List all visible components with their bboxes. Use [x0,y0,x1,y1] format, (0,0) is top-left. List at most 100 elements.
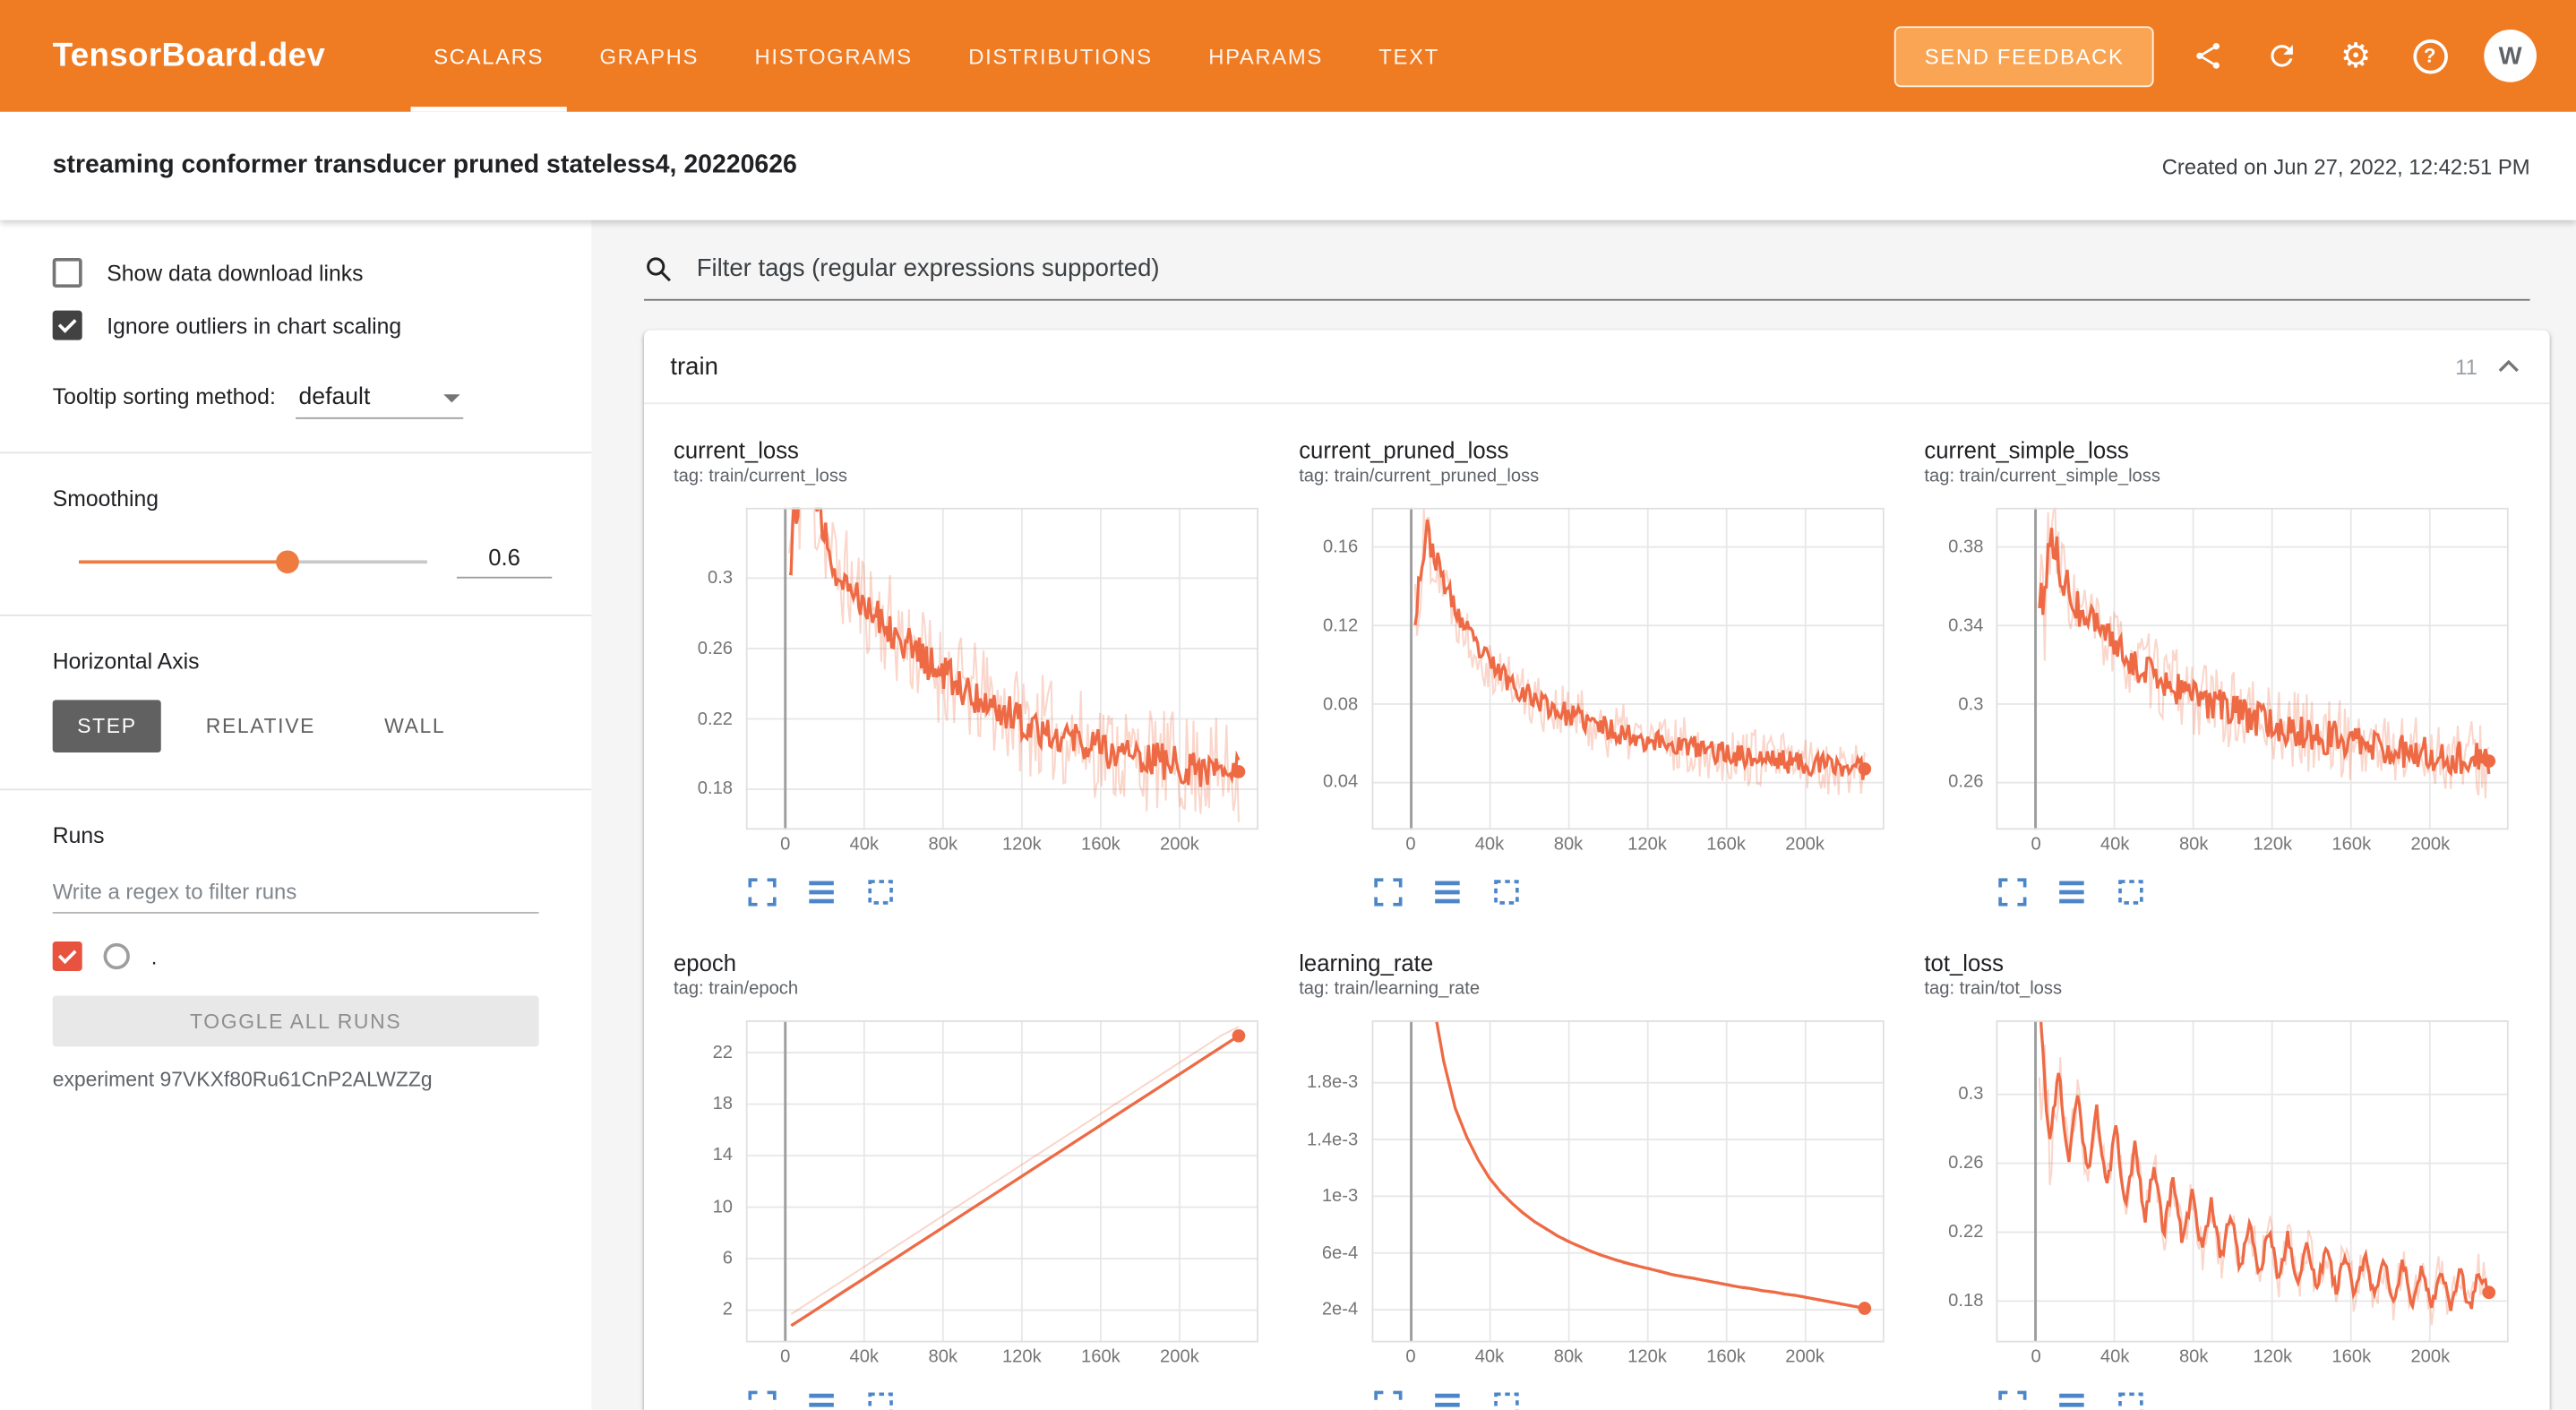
axis-option-wall[interactable]: WALL [384,714,446,738]
smoothing-slider[interactable] [79,549,427,573]
y-tick-label: 0.18 [697,779,734,800]
nav-tab-graphs[interactable]: GRAPHS [599,43,700,69]
axis-option-relative[interactable]: RELATIVE [205,714,316,738]
tooltip-sorting-select[interactable]: default [295,384,463,419]
y-tick-label: 22 [712,1042,734,1062]
view-data-icon[interactable] [805,1389,840,1410]
search-icon [644,254,674,283]
tag-filter [643,253,2530,301]
y-tick-label: 0.08 [1322,693,1359,714]
runs-label: Runs [52,822,105,848]
fullscreen-icon[interactable] [1371,1389,1406,1410]
app-logo[interactable]: TensorBoard.dev [52,37,326,73]
chart-tag: tag: train/current_simple_loss [1924,466,2160,486]
y-tick-label: 0.34 [1948,615,1984,636]
view-data-icon[interactable] [1430,1389,1465,1410]
nav-tab-histograms[interactable]: HISTOGRAMS [754,43,913,69]
fullscreen-icon[interactable] [746,876,781,911]
y-tick-label: 0.16 [1322,537,1359,557]
view-data-icon[interactable] [1430,876,1465,911]
chart-plot[interactable] [1370,1020,1885,1343]
chart-plot[interactable] [1996,507,2510,830]
help-icon[interactable] [2410,36,2450,75]
x-tick-label: 200k [1785,834,1825,855]
nav-tab-scalars[interactable]: SCALARS [410,0,567,112]
divider [0,614,592,616]
chart-title: tot_loss [1924,950,2004,976]
avatar[interactable]: W [2484,30,2537,82]
fit-domain-icon[interactable] [1490,1389,1524,1410]
tag-filter-input[interactable] [693,253,2530,285]
slider-knob[interactable] [276,549,300,573]
share-icon[interactable] [2188,36,2228,75]
x-tick-label: 80k [2178,834,2209,855]
send-feedback-button[interactable]: SEND FEEDBACK [1894,25,2154,87]
x-tick-label: 160k [1706,1347,1746,1368]
fullscreen-icon[interactable] [746,1389,781,1410]
fullscreen-icon[interactable] [1996,876,2031,911]
y-tick-label: 0.04 [1322,772,1359,793]
fit-domain-icon[interactable] [2115,876,2150,911]
x-tick-label: 40k [849,834,880,855]
refresh-icon[interactable] [2263,36,2302,75]
nav-tab-distributions[interactable]: DISTRIBUTIONS [968,43,1153,69]
x-tick-label: 160k [1706,834,1746,855]
chart-title: current_simple_loss [1924,436,2129,464]
y-axis-labels: 0.26 0.3 0.34 0.38 [1924,508,1996,830]
ignore-outliers-row[interactable]: Ignore outliers in chart scaling [0,299,591,352]
run-row[interactable]: . [0,914,591,972]
y-tick-label: 0.18 [1948,1291,1984,1311]
x-tick-label: 200k [1785,1347,1825,1368]
fit-domain-icon[interactable] [1490,876,1524,911]
runs-filter-input[interactable] [52,871,539,914]
y-tick-label: 1.4e-3 [1307,1130,1359,1150]
collapse-icon[interactable] [2494,352,2523,382]
fullscreen-icon[interactable] [1996,1389,2031,1410]
y-tick-label: 14 [712,1145,734,1166]
fit-domain-icon[interactable] [864,876,899,911]
gear-glyph: ⚙ [2340,37,2372,75]
x-tick-label: 80k [2178,1347,2209,1368]
y-tick-label: 0.3 [707,568,734,589]
chart-plot[interactable] [745,507,1258,830]
y-tick-label: 1.8e-3 [1307,1072,1359,1093]
chart-toolbar [1996,1389,2537,1410]
view-data-icon[interactable] [805,876,840,911]
nav-tab-text[interactable]: TEXT [1378,43,1439,69]
chart-plot[interactable] [1996,1020,2510,1343]
x-tick-label: 160k [2331,834,2372,855]
view-data-icon[interactable] [2056,1389,2091,1410]
fit-domain-icon[interactable] [2115,1389,2150,1410]
settings-icon[interactable]: ⚙ [2336,36,2375,75]
axis-option-step[interactable]: STEP [52,700,162,753]
chart-plot-box [1996,1020,2510,1343]
chart-plot-box [745,1020,1258,1343]
y-tick-label: 10 [712,1197,734,1217]
x-tick-label: 160k [1081,834,1121,855]
y-tick-label: 0.3 [1958,693,1984,714]
chart-toolbar [746,876,1286,911]
x-tick-label: 0 [1405,834,1416,855]
chart-title: learning_rate [1299,950,1434,976]
show-download-links-checkbox[interactable] [52,257,82,288]
fullscreen-icon[interactable] [1371,876,1406,911]
y-tick-label: 0.3 [1958,1084,1984,1105]
run-checkbox[interactable] [52,941,82,972]
chart-plot[interactable] [1370,507,1885,830]
ignore-outliers-checkbox[interactable] [52,310,82,340]
fit-domain-icon[interactable] [864,1389,899,1410]
sidebar: Show data download links Ignore outliers… [0,219,592,1410]
y-axis-labels: 0.04 0.08 0.12 0.16 [1299,508,1371,830]
train-card-header[interactable]: train 11 [643,331,2550,405]
smoothing-value[interactable]: 0.6 [456,544,553,579]
y-axis-labels: 2 6 10 14 18 22 [674,1020,746,1342]
nav-tab-hparams[interactable]: HPARAMS [1208,43,1323,69]
x-tick-label: 120k [2253,834,2293,855]
toggle-all-runs-button[interactable]: TOGGLE ALL RUNS [52,995,539,1047]
ignore-outliers-label: Ignore outliers in chart scaling [107,313,402,338]
x-tick-label: 120k [1627,1347,1667,1368]
show-download-links-row[interactable]: Show data download links [0,246,591,299]
chart-plot[interactable] [745,1020,1258,1343]
chart-plot-row: 0.18 0.22 0.26 0.3 [1924,1020,2537,1343]
view-data-icon[interactable] [2056,876,2091,911]
